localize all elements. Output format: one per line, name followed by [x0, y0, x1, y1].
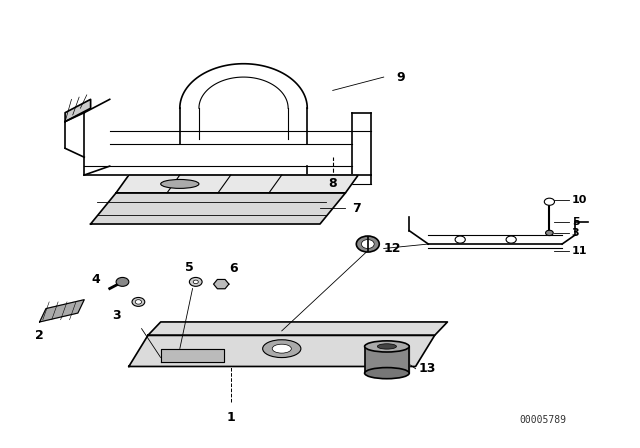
- Circle shape: [356, 236, 380, 252]
- Text: 13: 13: [419, 362, 436, 375]
- Ellipse shape: [262, 340, 301, 358]
- Polygon shape: [40, 300, 84, 322]
- Ellipse shape: [378, 344, 396, 349]
- Ellipse shape: [161, 180, 199, 188]
- Text: 4: 4: [92, 273, 100, 286]
- Text: 1: 1: [227, 411, 235, 424]
- Circle shape: [455, 236, 465, 243]
- Circle shape: [189, 277, 202, 286]
- Circle shape: [193, 280, 198, 284]
- Polygon shape: [214, 280, 229, 289]
- Text: 12: 12: [384, 242, 401, 255]
- Text: 5: 5: [572, 217, 579, 227]
- Circle shape: [135, 300, 141, 304]
- Text: 3: 3: [112, 309, 120, 322]
- Circle shape: [132, 297, 145, 306]
- Polygon shape: [365, 346, 409, 373]
- Polygon shape: [161, 349, 225, 362]
- Text: 8: 8: [328, 177, 337, 190]
- Circle shape: [506, 236, 516, 243]
- Text: 00005789: 00005789: [520, 415, 566, 425]
- Text: 11: 11: [572, 246, 588, 256]
- Text: 6: 6: [230, 262, 238, 275]
- Ellipse shape: [365, 341, 409, 352]
- Polygon shape: [129, 335, 435, 366]
- Text: 7: 7: [352, 202, 360, 215]
- Polygon shape: [148, 322, 447, 335]
- Text: 5: 5: [185, 261, 194, 274]
- Polygon shape: [65, 99, 91, 121]
- Ellipse shape: [365, 368, 409, 379]
- Polygon shape: [116, 175, 358, 193]
- Text: 3: 3: [572, 228, 579, 238]
- Polygon shape: [91, 193, 346, 224]
- Circle shape: [544, 198, 554, 205]
- Ellipse shape: [272, 344, 291, 353]
- Text: 9: 9: [396, 71, 405, 84]
- Circle shape: [362, 240, 374, 249]
- Circle shape: [545, 230, 553, 236]
- Text: 2: 2: [35, 329, 44, 342]
- Text: 10: 10: [572, 194, 587, 205]
- Circle shape: [116, 277, 129, 286]
